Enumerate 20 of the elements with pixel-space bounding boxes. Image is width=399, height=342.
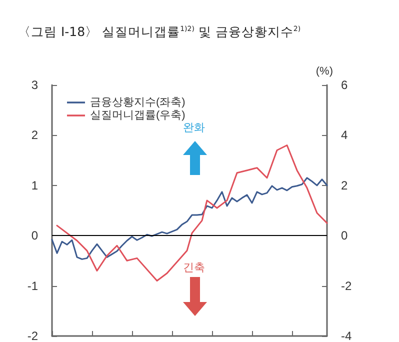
y2-axis-title: (%)	[316, 66, 333, 78]
y2-tick-label: -2	[341, 278, 352, 293]
y-tick-label: -1	[27, 278, 38, 293]
annotation: 완화	[183, 121, 205, 134]
y-tick-label: 1	[31, 178, 38, 192]
y2-tick-label: 6	[341, 78, 348, 92]
line-series	[51, 177, 328, 260]
y2-tick-label: 2	[341, 178, 348, 192]
legend-label: 금융상황지수(좌축)	[90, 96, 186, 108]
legend-label: 실질머니갭률(우축)	[90, 110, 186, 122]
y-tick-label: -2	[27, 329, 38, 342]
line-series	[56, 144, 328, 282]
annotation: 긴축	[183, 261, 205, 274]
y2-tick-label: -4	[341, 329, 352, 342]
y-tick-label: 3	[31, 78, 38, 92]
y2-tick-label: 0	[341, 228, 348, 243]
chart-title: 〈그림 Ⅰ-18〉 실질머니갭률$^{1)2)}$ 및 금융상황지수$^{2)}$	[18, 24, 301, 41]
y-tick-label: 2	[31, 128, 38, 142]
y2-tick-label: 4	[341, 128, 348, 142]
y-tick-label: 0	[31, 228, 38, 243]
